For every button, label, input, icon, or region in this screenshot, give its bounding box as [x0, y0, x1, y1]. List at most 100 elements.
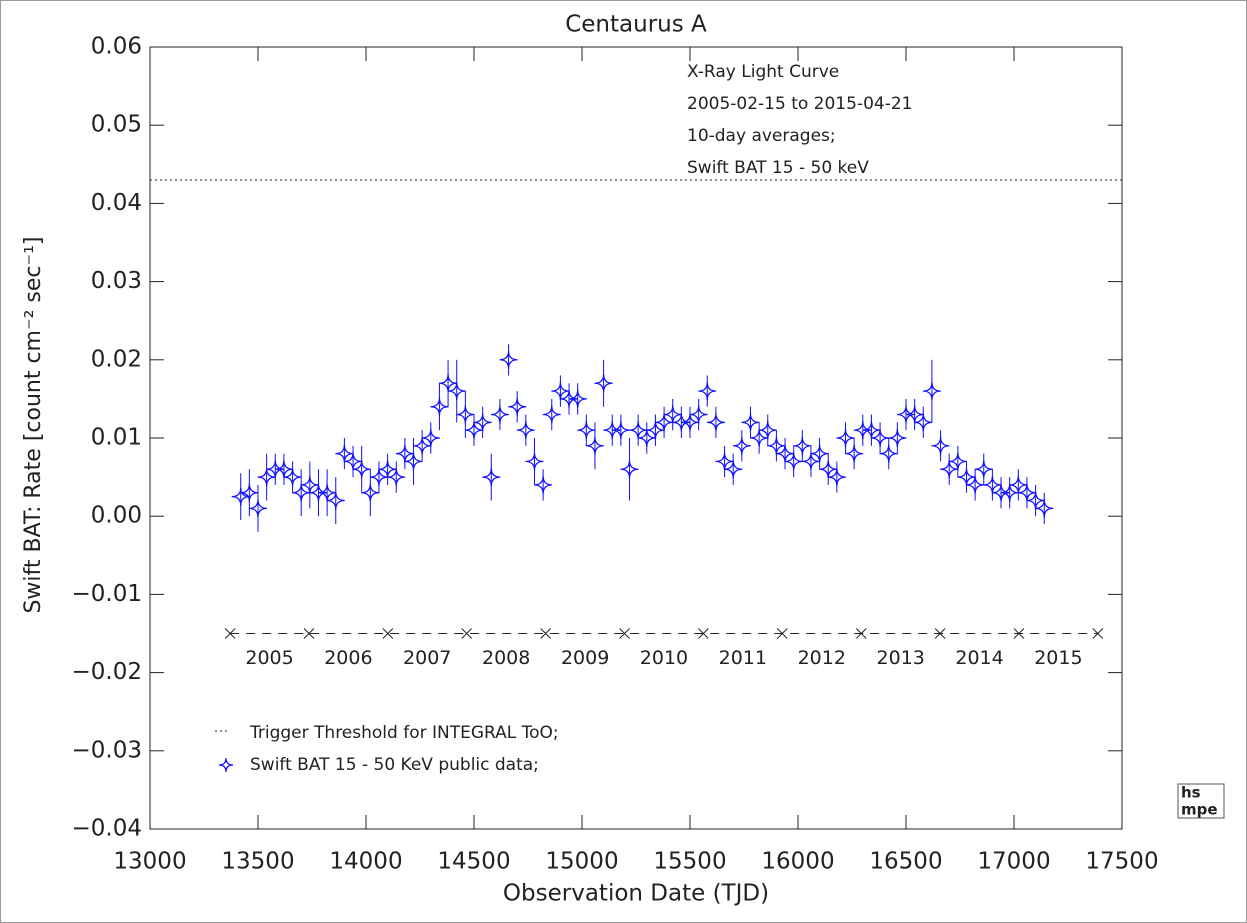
data-point	[879, 444, 898, 463]
legend-label: Trigger Threshold for INTEGRAL ToO;	[249, 723, 559, 743]
data-point	[413, 436, 432, 455]
x-tick-label: 15500	[653, 849, 726, 875]
y-tick-label: −0.03	[72, 737, 142, 763]
year-marker	[855, 628, 867, 639]
year-marker	[619, 628, 630, 639]
data-point	[516, 421, 535, 440]
data-point	[525, 452, 544, 471]
data-point	[914, 413, 933, 432]
data-point	[750, 428, 769, 448]
x-tick-label: 13500	[221, 849, 294, 875]
data-point	[585, 436, 604, 455]
logo-box	[1177, 783, 1225, 819]
logo: mpe	[1181, 801, 1218, 819]
y-tick-label: 0.06	[91, 34, 142, 60]
data-point	[464, 421, 484, 440]
data-point	[1000, 483, 1019, 502]
year-label: 2007	[403, 647, 451, 669]
data-point	[421, 428, 440, 448]
data-point	[456, 405, 475, 424]
y-tick-label: 0.05	[91, 112, 142, 138]
legend-label: Swift BAT 15 - 50 KeV public data;	[250, 755, 539, 775]
data-point	[724, 460, 743, 479]
data-point	[611, 421, 630, 440]
data-point	[335, 444, 354, 463]
data-point	[940, 460, 959, 479]
year-label: 2006	[324, 647, 372, 669]
data-point	[629, 421, 648, 440]
year-marker	[776, 628, 788, 639]
data-point	[257, 468, 276, 487]
data-point	[378, 460, 397, 479]
x-tick-label: 15000	[545, 849, 618, 875]
legend-marker	[218, 757, 234, 773]
data-point	[594, 374, 613, 393]
year-label: 2010	[640, 647, 688, 669]
data-point	[300, 475, 319, 494]
data-point	[542, 405, 561, 424]
data-point	[395, 444, 414, 463]
x-tick-label: 14000	[329, 849, 402, 875]
data-point	[767, 436, 786, 455]
data-point	[646, 421, 665, 440]
year-label: 2011	[719, 647, 767, 669]
data-point	[689, 405, 708, 424]
x-tick-label: 14500	[437, 849, 510, 875]
x-axis-label: Observation Date (TJD)	[503, 881, 769, 907]
annotation: 10-day averages;	[687, 126, 836, 146]
annotation: 2005-02-15 to 2015-04-21	[687, 94, 912, 114]
data-point	[430, 397, 449, 416]
year-marker	[461, 628, 473, 639]
annotation: X-Ray Light Curve	[687, 62, 839, 82]
data-point	[482, 468, 501, 487]
data-point	[508, 397, 527, 416]
data-point	[715, 452, 734, 471]
data-point	[845, 444, 864, 463]
data-point	[551, 382, 570, 401]
data-point	[655, 413, 674, 432]
data-point	[758, 421, 777, 440]
year-label: 2015	[1034, 647, 1082, 669]
data-point	[801, 452, 820, 471]
data-point	[534, 475, 553, 494]
data-point	[283, 468, 302, 487]
data-point	[318, 483, 337, 502]
x-tick-label: 13000	[113, 849, 186, 875]
data-point	[862, 421, 881, 440]
data-point	[1026, 491, 1045, 510]
y-axis-label: Swift BAT: Rate [count cm⁻² sec⁻¹]	[21, 236, 46, 613]
data-point	[948, 452, 967, 471]
year-marker	[224, 628, 236, 639]
y-tick-label: 0.03	[91, 268, 142, 294]
data-point	[447, 382, 466, 401]
year-marker	[303, 628, 315, 639]
data-point	[905, 405, 924, 424]
data-point	[361, 483, 380, 502]
y-tick-label: −0.02	[72, 659, 142, 685]
year-marker	[382, 628, 394, 639]
year-marker	[698, 628, 709, 639]
data-point	[793, 436, 812, 455]
y-tick-label: 0.02	[91, 346, 142, 372]
data-point	[568, 389, 587, 408]
data-point	[326, 491, 345, 510]
y-tick-label: 0.00	[91, 503, 142, 529]
year-marker	[1013, 628, 1025, 639]
data-point	[819, 460, 838, 479]
year-marker	[540, 628, 552, 639]
data-point	[922, 382, 941, 401]
year-label: 2014	[955, 647, 1003, 669]
plot-frame	[149, 46, 1123, 830]
data-point	[248, 499, 268, 518]
data-point	[473, 413, 492, 432]
year-label: 2009	[561, 647, 609, 669]
data-point	[931, 436, 950, 455]
data-point	[439, 374, 458, 393]
y-tick-label: 0.01	[91, 425, 142, 451]
data-point	[1035, 499, 1054, 518]
data-point	[663, 405, 682, 424]
year-marker	[934, 628, 946, 639]
data-point	[784, 452, 803, 471]
data-point	[344, 452, 363, 471]
